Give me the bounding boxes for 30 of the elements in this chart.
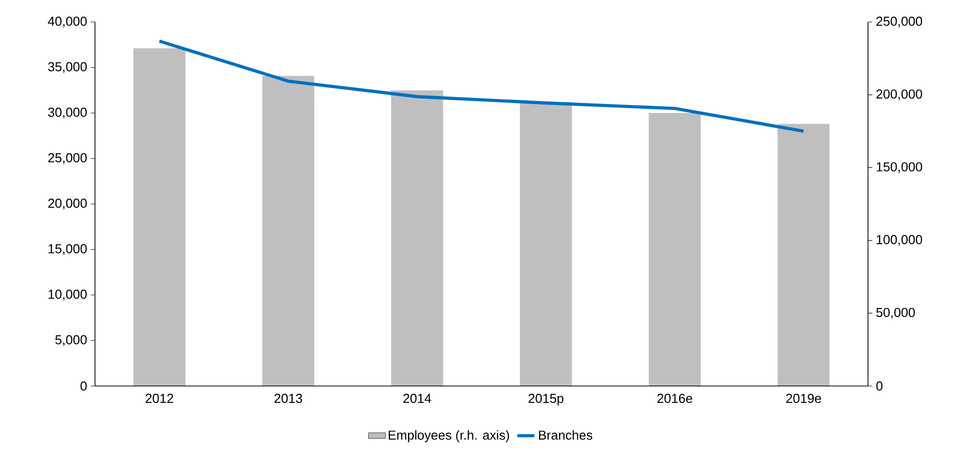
x-tick-label: 2015p bbox=[528, 394, 564, 406]
x-tick-label: 2013 bbox=[274, 394, 302, 403]
legend-label: Branches bbox=[539, 430, 592, 440]
y2-tick-label: 150,000 bbox=[876, 162, 922, 173]
bar bbox=[648, 112, 701, 386]
bar bbox=[520, 102, 572, 386]
y2-tick-label: 50,000 bbox=[876, 308, 915, 319]
bar bbox=[391, 90, 444, 386]
x-tick-label: 2012 bbox=[146, 394, 174, 403]
y-tick-label: 5,000 bbox=[55, 335, 87, 346]
y2-tick-label: 200,000 bbox=[876, 89, 922, 100]
y-tick-label: 20,000 bbox=[48, 198, 87, 210]
x-tick-label: 2019e bbox=[786, 394, 822, 403]
x-tick-label: 2016e bbox=[657, 394, 692, 403]
y-tick-label: 35,000 bbox=[48, 62, 87, 73]
y-tick-label: 30,000 bbox=[48, 108, 87, 118]
y-tick-label: 40,000 bbox=[48, 16, 87, 28]
legend-label: Employees (r.h. axis) bbox=[388, 430, 510, 442]
y-tick-label: 15,000 bbox=[48, 244, 87, 255]
y-tick-label: 0 bbox=[80, 381, 87, 391]
y2-tick-label: 0 bbox=[876, 381, 882, 391]
y-tick-label: 25,000 bbox=[48, 153, 87, 164]
y2-tick-label: 250,000 bbox=[876, 16, 922, 28]
line-series bbox=[158, 40, 806, 133]
y2-tick-label: 100,000 bbox=[876, 235, 922, 246]
bar bbox=[262, 76, 314, 386]
bar bbox=[133, 48, 186, 386]
y-tick-label: 10,000 bbox=[48, 290, 87, 300]
x-tick-label: 2014 bbox=[403, 394, 432, 403]
bar bbox=[778, 124, 830, 386]
